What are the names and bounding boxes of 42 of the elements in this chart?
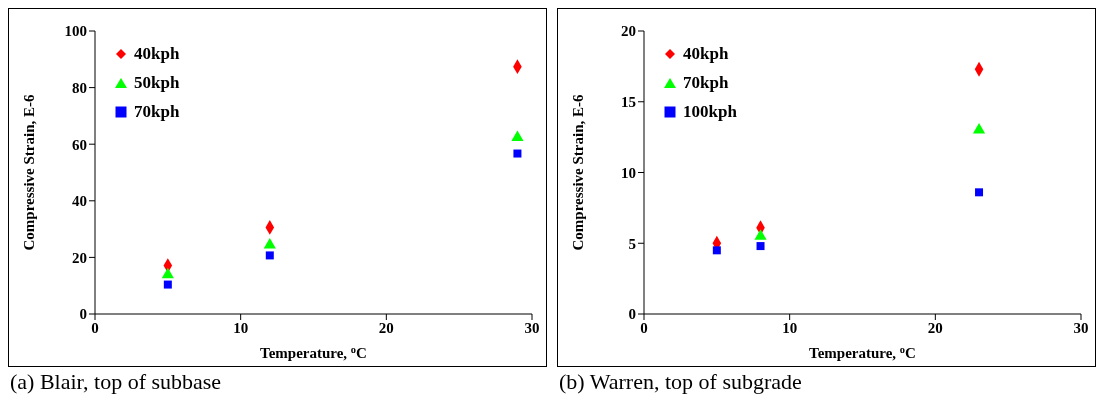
- point: [754, 229, 767, 240]
- y-tick-label: 20: [621, 23, 636, 40]
- y-tick-label: 15: [621, 94, 636, 111]
- x-axis-title: Temperature, $^{o}$C: [809, 343, 916, 361]
- legend-label: 40kph: [134, 43, 180, 65]
- y-tick-label: 60: [72, 136, 87, 153]
- y-tick-label: 40: [72, 193, 87, 210]
- point: [756, 242, 765, 251]
- x-tick-label: 0: [91, 319, 99, 336]
- x-tick-label: 20: [378, 319, 394, 336]
- legend-label: 50kph: [134, 72, 180, 94]
- y-tick-label: 80: [72, 79, 87, 96]
- point: [161, 267, 174, 279]
- y-axis-title: Compressive Strain, E-6: [21, 94, 38, 251]
- y-axis-title: Compressive Strain, E-6: [570, 94, 587, 251]
- y-tick-label: 0: [628, 306, 636, 323]
- y-tick-label: 10: [621, 164, 636, 181]
- text: (b) Warren, top of subgrade: [559, 369, 803, 395]
- point: [263, 237, 276, 249]
- x-tick-label: 0: [640, 319, 648, 336]
- point: [513, 149, 522, 158]
- legend-label: 100kph: [683, 101, 737, 123]
- point: [975, 188, 984, 197]
- y-tick-label: 0: [79, 306, 87, 323]
- point: [712, 246, 721, 255]
- x-axis-title: Temperature, $^{o}$C: [260, 343, 367, 361]
- x-tick-label: 10: [782, 319, 798, 336]
- y-tick-label: 20: [72, 249, 87, 266]
- legend-label: 70kph: [683, 72, 729, 94]
- x-tick-label: 30: [1073, 319, 1089, 336]
- y-tick-label: 5: [628, 235, 636, 252]
- text: (a) Blair, top of subbase: [10, 369, 223, 395]
- point: [163, 280, 172, 289]
- x-tick-label: 30: [524, 319, 540, 336]
- point: [265, 251, 274, 260]
- legend-label: 70kph: [134, 101, 180, 123]
- legend-label: 40kph: [683, 43, 729, 65]
- point: [972, 123, 986, 134]
- y-tick-label: 100: [64, 23, 87, 40]
- x-tick-label: 20: [927, 319, 943, 336]
- x-tick-label: 10: [233, 319, 249, 336]
- point: [511, 130, 524, 141]
